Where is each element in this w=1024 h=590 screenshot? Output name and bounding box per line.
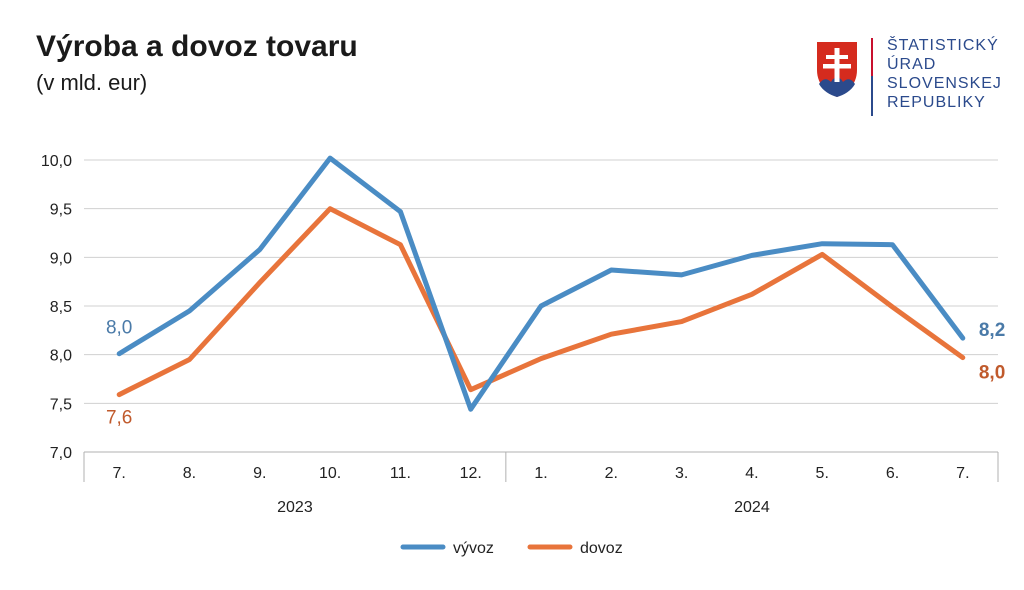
series-line-dovoz bbox=[116, 206, 966, 398]
x-tick-label: 9. bbox=[253, 465, 266, 482]
data-label: 8,2 bbox=[979, 320, 1005, 341]
y-tick-label: 8,0 bbox=[50, 348, 72, 365]
y-tick-label: 9,5 bbox=[50, 202, 72, 219]
y-tick-label: 7,5 bbox=[50, 396, 72, 413]
x-tick-label: 5. bbox=[816, 465, 829, 482]
institution-logo: ŠTATISTICKÝ ÚRAD SLOVENSKEJ REPUBLIKY bbox=[815, 36, 1005, 120]
institution-name: ŠTATISTICKÝ ÚRAD SLOVENSKEJ REPUBLIKY bbox=[887, 36, 1002, 112]
x-tick-label: 7. bbox=[112, 465, 125, 482]
x-tick-label: 7. bbox=[956, 465, 969, 482]
legend-label: vývoz bbox=[453, 540, 494, 557]
x-tick-label: 2. bbox=[605, 465, 618, 482]
legend-label: dovoz bbox=[580, 540, 623, 557]
data-label: 7,6 bbox=[106, 408, 132, 429]
x-tick-label: 12. bbox=[460, 465, 482, 482]
chart-title: Výroba a dovoz tovaru bbox=[36, 30, 358, 63]
x-group-label: 2023 bbox=[277, 499, 313, 516]
y-tick-label: 7,0 bbox=[50, 445, 72, 462]
chart-subtitle: (v mld. eur) bbox=[36, 70, 148, 95]
x-group-label: 2024 bbox=[734, 499, 770, 516]
data-label: 8,0 bbox=[979, 363, 1005, 384]
series-line-vývoz bbox=[116, 155, 966, 412]
x-tick-label: 6. bbox=[886, 465, 899, 482]
x-tick-label: 1. bbox=[534, 465, 547, 482]
x-tick-label: 11. bbox=[390, 465, 411, 482]
institution-name-line: ŠTATISTICKÝ bbox=[887, 37, 999, 54]
institution-name-line: REPUBLIKY bbox=[887, 94, 986, 111]
x-tick-label: 4. bbox=[745, 465, 758, 482]
y-tick-label: 9,0 bbox=[50, 250, 72, 267]
slovak-coat-of-arms-icon bbox=[817, 42, 857, 97]
data-label: 8,0 bbox=[106, 318, 132, 339]
institution-name-line: SLOVENSKEJ bbox=[887, 75, 1002, 92]
y-tick-label: 10,0 bbox=[41, 153, 72, 170]
institution-name-line: ÚRAD bbox=[887, 56, 937, 73]
x-tick-label: 3. bbox=[675, 465, 688, 482]
x-tick-label: 8. bbox=[183, 465, 196, 482]
y-tick-label: 8,5 bbox=[50, 299, 72, 316]
x-tick-label: 10. bbox=[319, 465, 341, 482]
